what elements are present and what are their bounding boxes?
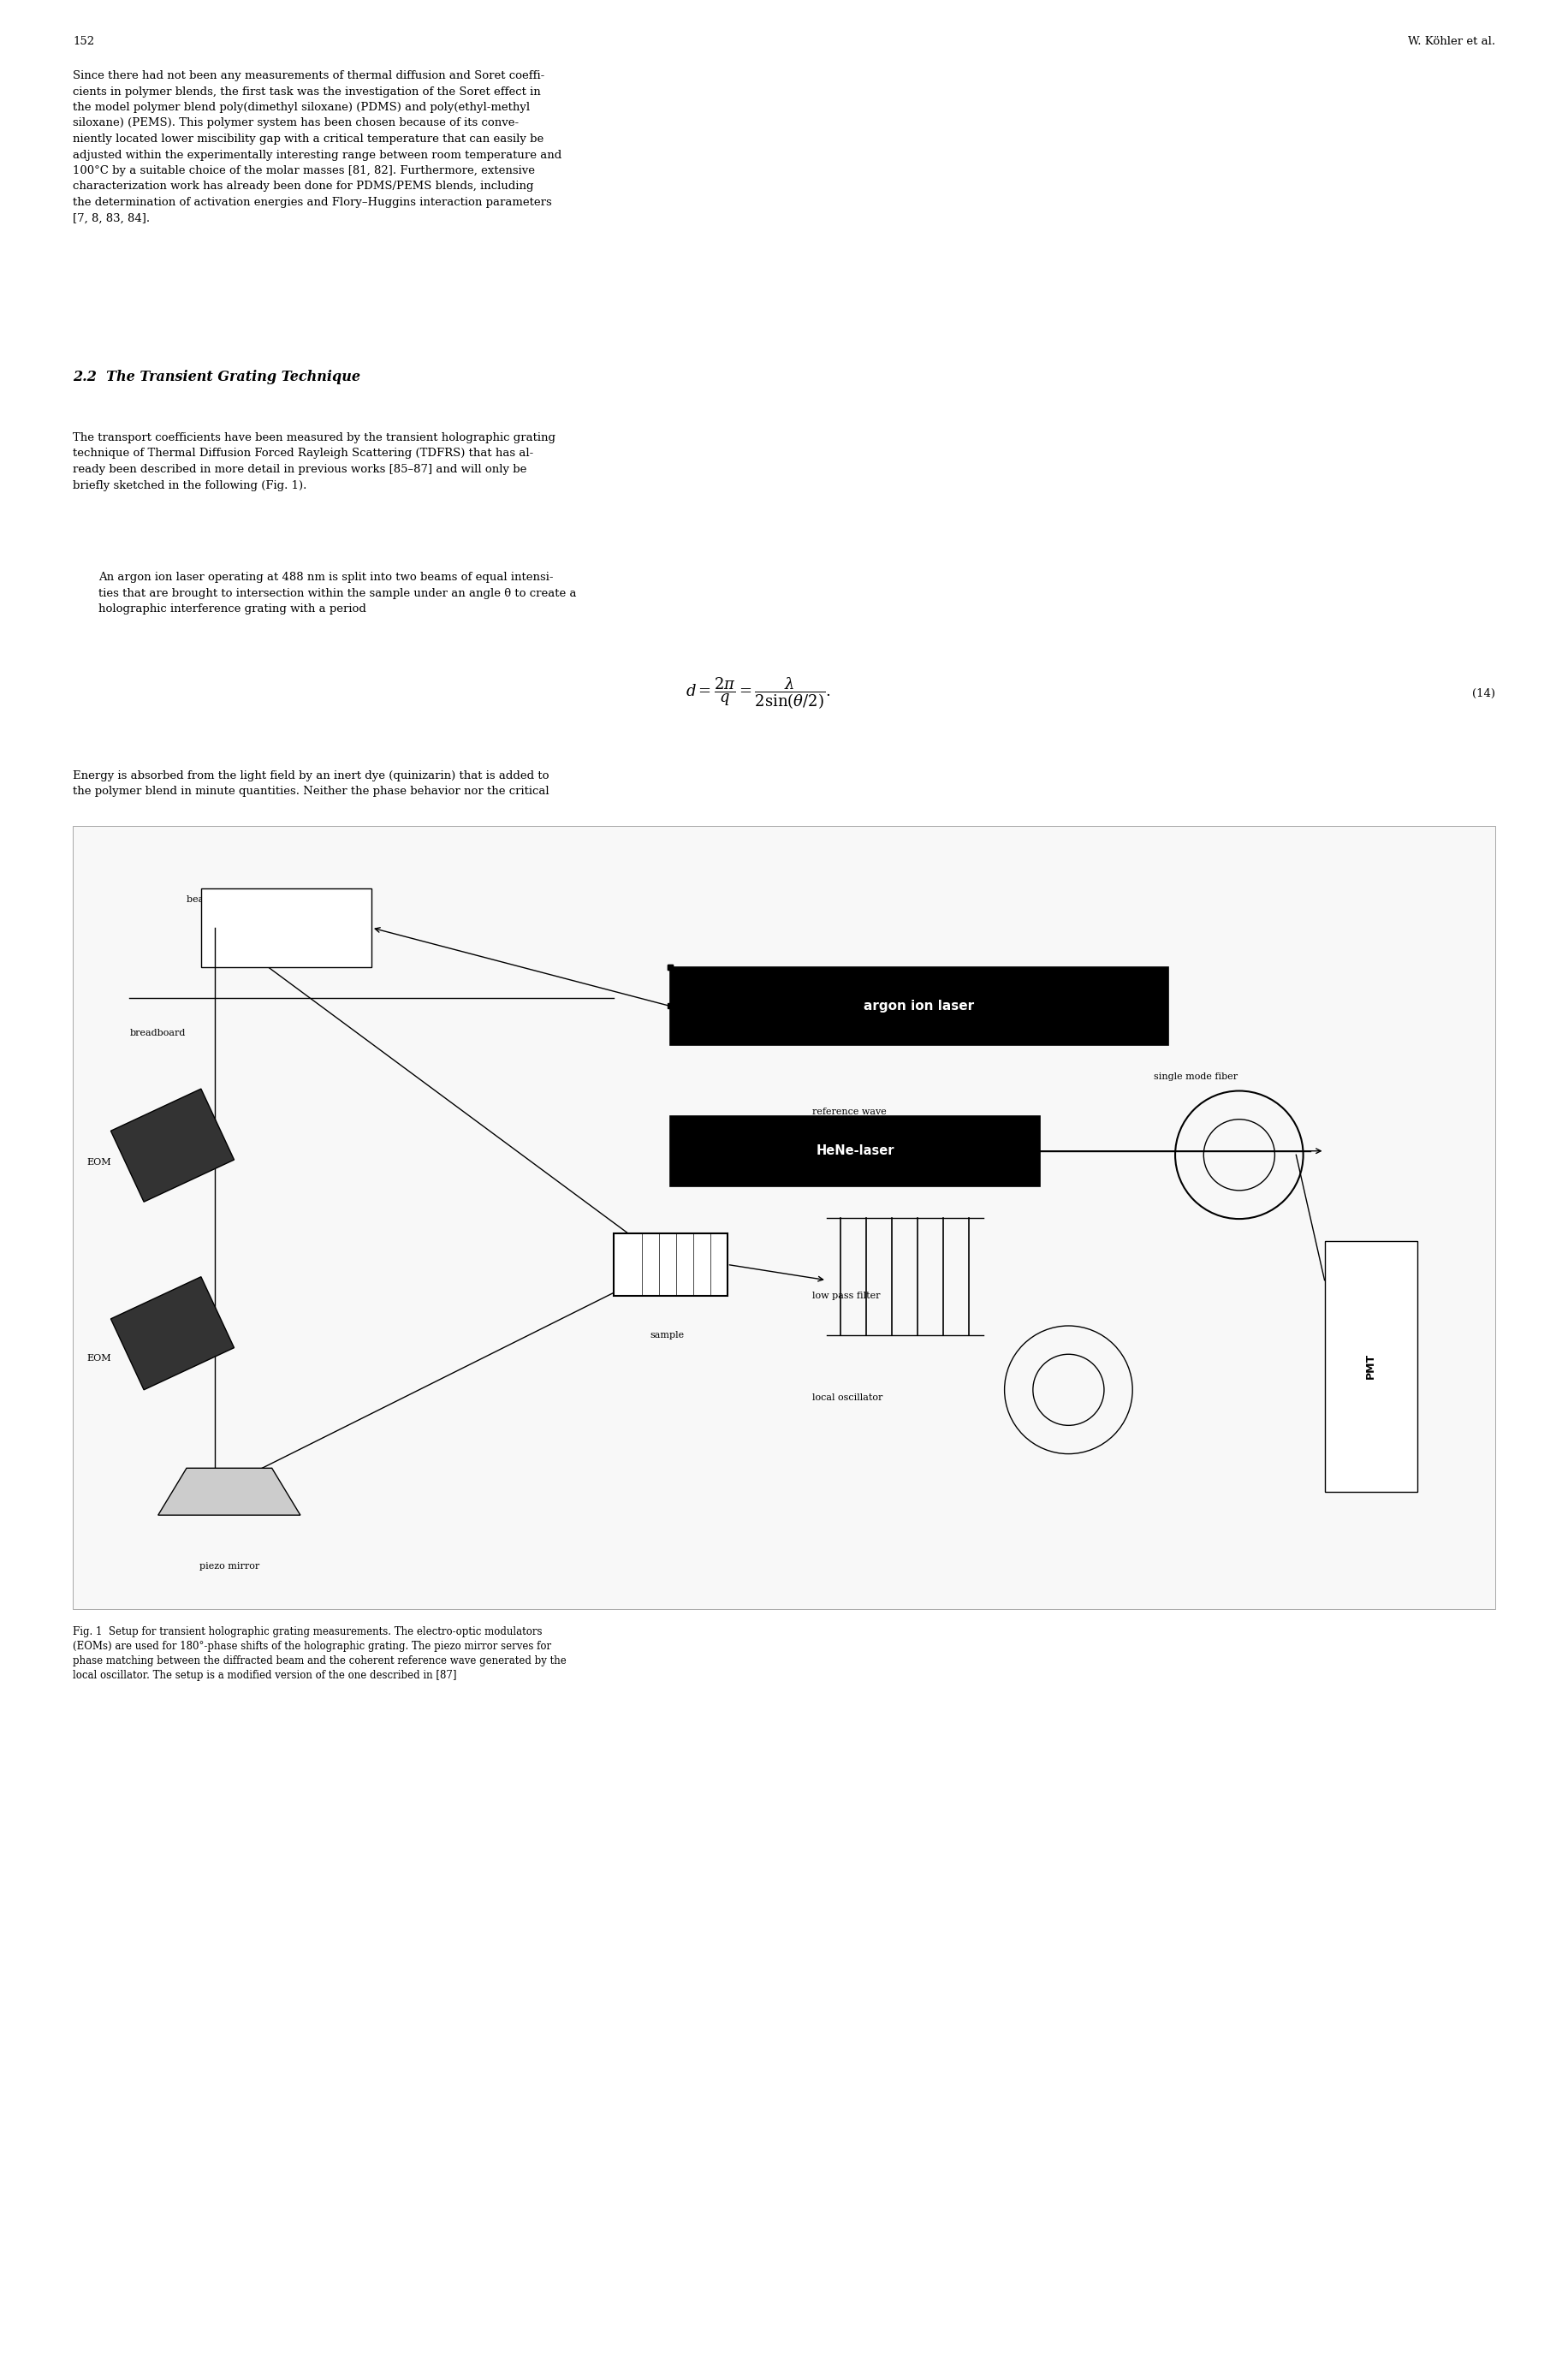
- Text: sample: sample: [651, 1331, 684, 1340]
- Bar: [201, 889, 372, 967]
- FancyBboxPatch shape: [670, 1117, 1040, 1186]
- Text: An argon ion laser operating at 488 nm is split into two beams of equal intensi-: An argon ion laser operating at 488 nm i…: [99, 573, 577, 615]
- Bar: [111, 1088, 234, 1202]
- Text: HeNe-laser: HeNe-laser: [815, 1145, 894, 1157]
- Text: $d = \dfrac{2\pi}{q} = \dfrac{\lambda}{2\sin(\theta/2)}.$: $d = \dfrac{2\pi}{q} = \dfrac{\lambda}{2…: [685, 675, 831, 710]
- Text: single mode fiber: single mode fiber: [1154, 1072, 1237, 1081]
- Text: piezo mirror: piezo mirror: [199, 1561, 259, 1571]
- Text: PMT: PMT: [1366, 1354, 1377, 1378]
- Text: Since there had not been any measurements of thermal diffusion and Soret coeffi-: Since there had not been any measurement…: [72, 71, 561, 223]
- Text: EOM: EOM: [86, 1159, 111, 1167]
- Text: low pass filter: low pass filter: [812, 1293, 881, 1300]
- Text: EOM: EOM: [86, 1354, 111, 1364]
- Text: 2.2  The Transient Grating Technique: 2.2 The Transient Grating Technique: [72, 371, 361, 385]
- Text: Energy is absorbed from the light field by an inert dye (quinizarin) that is add: Energy is absorbed from the light field …: [72, 770, 549, 798]
- Text: breadboard: breadboard: [130, 1029, 185, 1038]
- FancyBboxPatch shape: [670, 967, 1168, 1045]
- Bar: [613, 1233, 728, 1295]
- Text: 152: 152: [72, 36, 94, 48]
- Bar: [1325, 1240, 1417, 1492]
- Text: argon ion laser: argon ion laser: [864, 1000, 974, 1012]
- Text: The transport coefficients have been measured by the transient holographic grati: The transport coefficients have been mea…: [72, 432, 555, 492]
- Text: reference wave: reference wave: [812, 1107, 886, 1117]
- Text: Fig. 1  Setup for transient holographic grating measurements. The electro-optic : Fig. 1 Setup for transient holographic g…: [72, 1625, 566, 1680]
- Polygon shape: [158, 1468, 301, 1516]
- Text: (14): (14): [1472, 687, 1496, 699]
- Text: beam expander: beam expander: [187, 896, 260, 905]
- Bar: [111, 1276, 234, 1390]
- Text: W. Köhler et al.: W. Köhler et al.: [1408, 36, 1496, 48]
- Bar: [72, 827, 1496, 1609]
- Text: local oscillator: local oscillator: [812, 1392, 883, 1402]
